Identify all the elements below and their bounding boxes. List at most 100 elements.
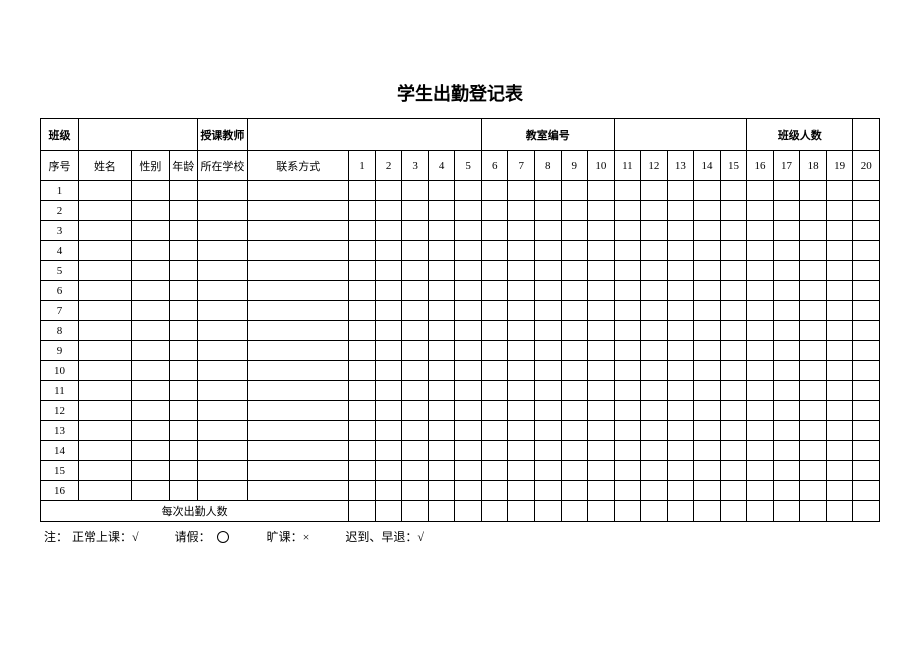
info-cell	[131, 361, 169, 381]
info-cell	[78, 301, 131, 321]
day-cell	[428, 361, 455, 381]
info-cell	[197, 321, 248, 341]
day-cell	[853, 341, 880, 361]
info-cell	[169, 181, 197, 201]
day-cell	[667, 461, 694, 481]
day-cell	[694, 401, 721, 421]
header-row-1: 班级 授课教师 教室编号 班级人数	[41, 119, 880, 151]
day-cell	[402, 461, 429, 481]
day-cell	[720, 201, 747, 221]
day-cell	[561, 181, 588, 201]
day-cell	[535, 261, 562, 281]
day-cell	[508, 281, 535, 301]
day-cell	[641, 201, 668, 221]
day-cell	[641, 221, 668, 241]
day-cell	[428, 341, 455, 361]
info-cell	[78, 401, 131, 421]
day-cell	[508, 361, 535, 381]
footer-late: 迟到、早退：√	[345, 528, 424, 545]
day-cell	[853, 361, 880, 381]
info-cell	[169, 421, 197, 441]
day-cell	[375, 281, 402, 301]
summary-cell	[694, 501, 721, 522]
table-row: 11	[41, 381, 880, 401]
summary-cell	[773, 501, 800, 522]
info-cell	[78, 481, 131, 501]
day-cell	[561, 281, 588, 301]
day-cell	[614, 261, 641, 281]
col-day: 19	[826, 151, 853, 181]
teacher-label: 授课教师	[197, 119, 248, 151]
summary-cell	[667, 501, 694, 522]
day-cell	[375, 481, 402, 501]
day-cell	[535, 241, 562, 261]
day-cell	[694, 441, 721, 461]
info-cell	[131, 181, 169, 201]
day-cell	[800, 181, 827, 201]
info-cell	[131, 421, 169, 441]
day-cell	[667, 261, 694, 281]
day-cell	[773, 221, 800, 241]
day-cell	[349, 301, 376, 321]
day-cell	[349, 461, 376, 481]
day-cell	[826, 241, 853, 261]
info-cell	[169, 401, 197, 421]
col-seq: 序号	[41, 151, 79, 181]
day-cell	[773, 261, 800, 281]
day-cell	[800, 361, 827, 381]
day-cell	[349, 401, 376, 421]
day-cell	[455, 421, 482, 441]
day-cell	[535, 381, 562, 401]
info-cell	[197, 221, 248, 241]
day-cell	[853, 401, 880, 421]
day-cell	[535, 361, 562, 381]
info-cell	[197, 201, 248, 221]
day-cell	[508, 301, 535, 321]
day-cell	[455, 301, 482, 321]
info-cell	[78, 261, 131, 281]
day-cell	[428, 421, 455, 441]
day-cell	[349, 261, 376, 281]
day-cell	[800, 321, 827, 341]
day-cell	[800, 241, 827, 261]
day-cell	[667, 181, 694, 201]
day-cell	[720, 281, 747, 301]
day-cell	[588, 381, 615, 401]
day-cell	[641, 241, 668, 261]
info-cell	[248, 481, 349, 501]
day-cell	[800, 221, 827, 241]
day-cell	[588, 341, 615, 361]
col-day: 6	[481, 151, 508, 181]
day-cell	[720, 181, 747, 201]
day-cell	[402, 281, 429, 301]
day-cell	[561, 201, 588, 221]
day-cell	[826, 421, 853, 441]
day-cell	[375, 361, 402, 381]
day-cell	[535, 481, 562, 501]
day-cell	[773, 361, 800, 381]
table-row: 8	[41, 321, 880, 341]
day-cell	[588, 181, 615, 201]
table-row: 5	[41, 261, 880, 281]
day-cell	[561, 361, 588, 381]
day-cell	[667, 481, 694, 501]
day-cell	[641, 181, 668, 201]
day-cell	[826, 361, 853, 381]
day-cell	[800, 261, 827, 281]
day-cell	[402, 441, 429, 461]
day-cell	[375, 421, 402, 441]
summary-cell	[561, 501, 588, 522]
day-cell	[402, 381, 429, 401]
info-cell	[248, 241, 349, 261]
day-cell	[747, 261, 774, 281]
seq-cell: 13	[41, 421, 79, 441]
table-row: 3	[41, 221, 880, 241]
day-cell	[667, 201, 694, 221]
classsize-value	[853, 119, 880, 151]
day-cell	[667, 301, 694, 321]
table-row: 15	[41, 461, 880, 481]
day-cell	[349, 441, 376, 461]
day-cell	[800, 401, 827, 421]
day-cell	[694, 221, 721, 241]
day-cell	[853, 281, 880, 301]
